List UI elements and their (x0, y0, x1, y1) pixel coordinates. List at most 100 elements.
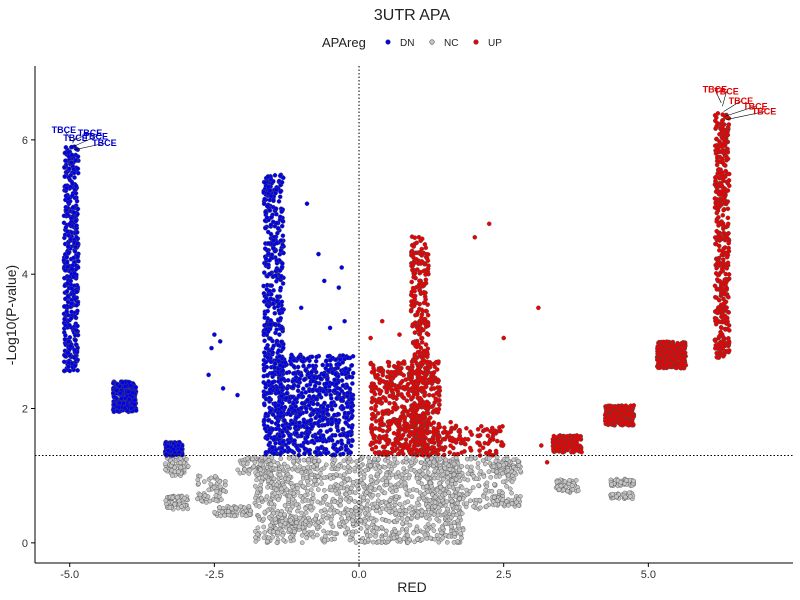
point-up (422, 261, 427, 266)
point-nc (208, 481, 214, 487)
point-nc (391, 535, 397, 541)
point-nc (344, 487, 350, 493)
point-nc (341, 510, 346, 516)
point-nc (312, 458, 317, 464)
point-up (393, 369, 399, 374)
point-dn (280, 233, 286, 238)
point-up (436, 421, 442, 427)
point-up (410, 323, 415, 329)
point-nc (299, 470, 304, 475)
point-nc (254, 477, 259, 483)
point-nc (359, 539, 365, 544)
point-nc (397, 537, 403, 542)
point-nc (393, 510, 399, 516)
point-dn (111, 409, 117, 415)
point-nc (569, 483, 575, 488)
point-dn (312, 383, 318, 389)
point-dn (261, 350, 267, 355)
point-nc (282, 521, 288, 526)
point-dn (268, 359, 274, 365)
point-nc (350, 532, 355, 538)
point-dn (270, 219, 276, 225)
point-nc (556, 487, 562, 492)
point-nc (422, 491, 428, 497)
point-nc (255, 532, 261, 537)
point-nc (323, 462, 329, 468)
point-nc (367, 459, 372, 464)
point-up (393, 406, 399, 412)
point-up (494, 438, 500, 444)
point-dn (266, 271, 272, 277)
point-up (417, 278, 422, 284)
point-nc (299, 533, 305, 538)
point-dn (72, 271, 77, 276)
point-dn (296, 393, 302, 398)
point-nc (314, 513, 319, 518)
data-points (61, 111, 732, 546)
point-nc (213, 493, 219, 498)
point-dn (339, 371, 345, 377)
point-nc (565, 488, 570, 494)
point-nc (622, 494, 628, 500)
point-dn (261, 373, 267, 379)
point-nc (314, 532, 320, 538)
point-nc (469, 464, 474, 470)
point-dn (332, 387, 337, 393)
point-dn (346, 410, 351, 416)
point-nc (451, 472, 457, 477)
point-nc (315, 499, 321, 505)
point-dn (332, 402, 338, 408)
point-nc (375, 492, 381, 498)
point-nc (438, 484, 443, 490)
point-nc (336, 463, 341, 469)
point-dn (64, 207, 69, 213)
point-up (373, 426, 378, 431)
point-dn (62, 275, 67, 281)
point-nc (468, 456, 474, 462)
point-dn (62, 368, 67, 374)
point-dn (267, 208, 273, 213)
point-dn (279, 223, 285, 229)
point-up (397, 418, 403, 424)
point-nc (320, 499, 326, 505)
point-dn (275, 423, 281, 428)
point-dn (74, 289, 80, 295)
point-up (409, 234, 415, 239)
point-nc (321, 475, 327, 481)
point-nc (358, 463, 364, 469)
point-dn (65, 350, 71, 356)
point-nc (353, 504, 359, 510)
point-dn (68, 343, 73, 349)
point-nc (464, 501, 470, 507)
point-dn (300, 394, 306, 399)
point-up (401, 404, 407, 410)
point-dn (341, 405, 346, 411)
point-dn (68, 315, 74, 321)
point-dn (263, 359, 269, 365)
point-up (468, 429, 473, 435)
point-nc (609, 482, 614, 488)
point-dn (268, 408, 274, 413)
point-nc (450, 493, 455, 499)
point-up (416, 371, 422, 377)
point-dn (310, 401, 316, 407)
point-dn (313, 435, 319, 441)
point-dn (279, 393, 284, 399)
point-nc (415, 513, 421, 519)
point-dn (332, 432, 338, 438)
point-dn (69, 266, 75, 272)
point-dn (277, 433, 282, 439)
point-nc (345, 459, 351, 465)
point-up (396, 430, 402, 436)
point-dn (280, 345, 286, 351)
point-nc (291, 458, 296, 464)
point-nc (405, 516, 410, 522)
point-up (441, 447, 447, 453)
point-nc (399, 516, 405, 522)
point-dn (130, 390, 136, 395)
point-up (412, 352, 418, 357)
point-dn (122, 395, 128, 401)
point-up (417, 332, 423, 337)
point-up (411, 392, 417, 397)
